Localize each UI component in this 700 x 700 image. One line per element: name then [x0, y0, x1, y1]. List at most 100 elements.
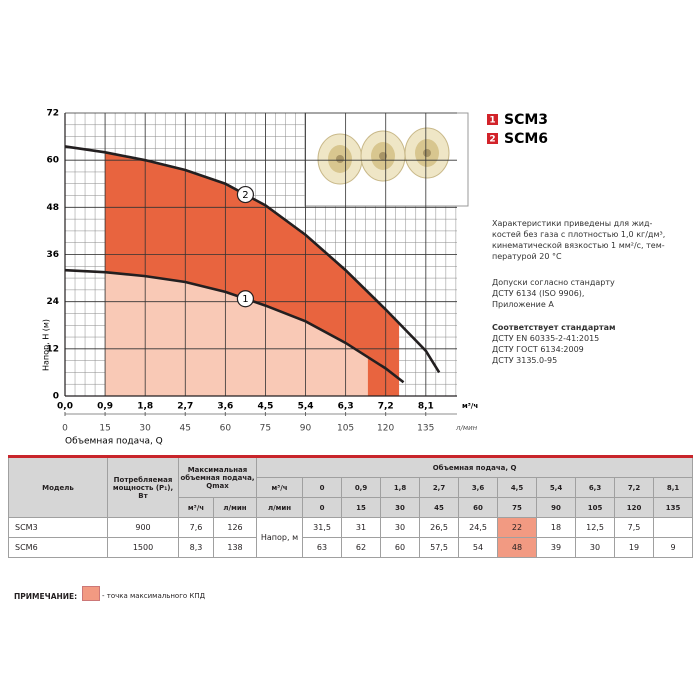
y-tick-label: 48	[46, 203, 59, 213]
legend-number: 2	[489, 135, 495, 145]
x-tick-label: 5,4	[298, 402, 314, 412]
cell: 18	[536, 517, 577, 538]
legend-swatch	[487, 114, 498, 125]
y-tick-label: 24	[46, 297, 59, 307]
header-cell: 0	[302, 497, 343, 518]
header-cell: 2,7	[419, 477, 460, 498]
legend-label: SCM3	[504, 112, 548, 128]
cell: 26,5	[419, 517, 460, 538]
cell: 39	[536, 537, 577, 558]
curve-marker	[236, 290, 255, 308]
header-cell: 1,8	[380, 477, 421, 498]
header-row: Модель Потребляемая мощность (P₁), Вт Макс…	[8, 456, 694, 518]
header-cell: 90	[536, 497, 577, 518]
note-swatch	[82, 586, 100, 601]
x2-tick-label: 0	[62, 424, 68, 434]
x-tick-label: 4,5	[257, 402, 273, 412]
header-cell: 45	[419, 497, 460, 518]
x2-tick-label: 75	[260, 424, 271, 434]
x-tick-label: 1,8	[137, 402, 153, 412]
cell: SCM6	[8, 537, 108, 558]
x-tick-label: 3,6	[217, 402, 233, 412]
note-text: - точка максимального КПД	[102, 592, 206, 600]
x2-tick-label: 135	[417, 424, 434, 434]
product-photo	[317, 127, 450, 185]
text-line: Приложение А	[492, 300, 554, 309]
text-line: ДСТУ EN 60335-2-41:2015	[492, 334, 600, 343]
curve-marker-label: 2	[242, 190, 248, 201]
cell: SCM3	[8, 517, 108, 538]
header-cell: 3,6	[458, 477, 499, 498]
cell	[653, 517, 694, 538]
text-line: костей без газа с плотностью 1,0 кг/дм³,	[492, 230, 666, 239]
cell: 30	[380, 517, 421, 538]
cell: 22	[497, 517, 538, 538]
curves: 21	[64, 145, 441, 384]
header-cell: 30	[380, 497, 421, 518]
x2-tick-label: 105	[337, 424, 354, 434]
header-cell: 4,5	[497, 477, 538, 498]
header-cell: 5,4	[536, 477, 577, 498]
cell: 48	[497, 537, 538, 558]
x2-tick-label: 45	[180, 424, 191, 434]
curve	[64, 145, 441, 374]
header-cell: 120	[614, 497, 655, 518]
cell: 30	[575, 537, 616, 558]
x-tick-label: 8,1	[418, 402, 434, 412]
x-tick-label: 6,3	[338, 402, 354, 412]
cell: 138	[212, 537, 258, 558]
cell: 60	[380, 537, 421, 558]
cell: 62	[341, 537, 382, 558]
areas	[105, 152, 400, 396]
standards-title: Соответствует стандартам	[492, 323, 616, 332]
header-row: м³/ч 0 0,9 1,8 2,7 3,6 4,5 5,4 6,3 7,2 8,1	[9, 477, 694, 498]
x2-tick-label: 15	[99, 424, 110, 434]
text-line: Допуски согласно стандарту	[492, 278, 615, 287]
header-cell: л/мин	[256, 497, 304, 518]
spec-table: Модель Потребляемая мощность (P₁), Вт Макс…	[8, 455, 694, 558]
cell: 9	[653, 537, 694, 558]
cell: 8,3	[178, 537, 214, 558]
y-axis-title: Напор, H (м)	[42, 319, 51, 371]
header-cell: Потребляемая мощность (P₁), Вт	[107, 456, 179, 518]
cell: 1500	[107, 537, 179, 558]
cell: 7,6	[178, 517, 214, 538]
standards-text: Соответствует стандартам ДСТУ EN 60335-2…	[492, 322, 616, 366]
x2-tick-label: 90	[300, 424, 312, 434]
legend-number: 1	[489, 116, 495, 126]
curve-marker-label: 1	[242, 294, 248, 305]
header-cell: 75	[497, 497, 538, 518]
cell: 126	[212, 517, 258, 538]
text-line: ДСТУ 3135.0-95	[492, 356, 558, 365]
header-cell: 6,3	[575, 477, 616, 498]
cell: 900	[107, 517, 179, 538]
x-tick-label: 0,9	[97, 402, 113, 412]
header-cell: 0,9	[341, 477, 382, 498]
cell: 63	[302, 537, 343, 558]
header-cell: Максимальная объемная подача, Qmax	[177, 456, 258, 498]
legend-swatch	[487, 133, 498, 144]
legend-label: SCM6	[504, 131, 548, 147]
header-cell: 135	[653, 497, 694, 518]
header-cell: Объемная подача, Q	[256, 456, 694, 478]
x2-tick-label: 30	[139, 424, 151, 434]
text-line: ДСТУ 6134 (ISO 9906),	[492, 289, 585, 298]
x-unit: м³/ч	[462, 402, 478, 410]
text-line: ДСТУ ГОСТ 6134:2009	[492, 345, 584, 354]
header-cell: 60	[458, 497, 499, 518]
header-cell: 15	[341, 497, 382, 518]
conditions-text: Характеристики приведены для жид-костей …	[492, 218, 665, 262]
header-cell: Модель	[8, 456, 108, 518]
x-tick-label: 0,0	[57, 402, 73, 412]
header-cell: м³/ч	[178, 497, 214, 518]
working-range	[105, 272, 368, 396]
text-line: пературой 20 °C	[492, 252, 562, 261]
note-label: ПРИМЕЧАНИЕ:	[14, 592, 78, 601]
y-tick-label: 72	[46, 109, 59, 119]
chart: Объемная подача, Q м³/ч л/мин Напор, H (…	[42, 109, 549, 447]
cell: 54	[458, 537, 499, 558]
header-cell: 0	[302, 477, 343, 498]
header-cell: 8,1	[653, 477, 694, 498]
y-tick-label: 0	[53, 392, 59, 402]
header-cell: 105	[575, 497, 616, 518]
